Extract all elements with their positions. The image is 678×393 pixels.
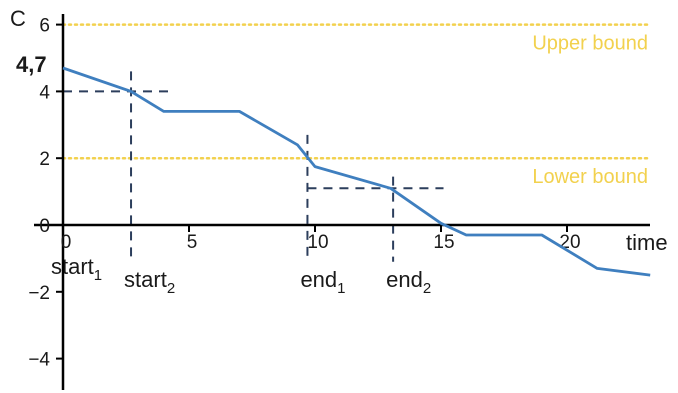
value-annotation: 4,7 bbox=[16, 52, 47, 77]
start-2-label: start2 bbox=[124, 267, 175, 297]
y-axis-title: C bbox=[10, 6, 26, 31]
y-tick-label: 6 bbox=[39, 16, 50, 37]
y-tick-label: 0 bbox=[39, 216, 50, 237]
x-tick-label: 0 bbox=[61, 232, 72, 253]
markers-layer: start2 end1 end2 start1 bbox=[51, 71, 444, 297]
end-1-label: end1 bbox=[300, 267, 345, 297]
series-line bbox=[62, 66, 651, 277]
bounds-layer: Upper bound Lower bound bbox=[61, 23, 652, 188]
upper-bound-label: Upper bound bbox=[532, 33, 648, 55]
x-tick-label: 15 bbox=[433, 232, 454, 253]
y-tick-label: −4 bbox=[28, 350, 50, 371]
x-tick-label: 20 bbox=[559, 232, 580, 253]
y-tick-label: −2 bbox=[28, 283, 50, 304]
labels-layer: C time 4,7 bbox=[10, 6, 668, 255]
series-layer bbox=[62, 66, 651, 277]
y-tick-label: 4 bbox=[39, 82, 50, 103]
y-tick-label: 2 bbox=[39, 149, 50, 170]
start-1-label: start1 bbox=[51, 254, 102, 284]
x-tick-label: 5 bbox=[187, 232, 198, 253]
x-tick-label: 10 bbox=[307, 232, 328, 253]
lower-bound-label: Lower bound bbox=[532, 166, 648, 188]
x-axis-title: time bbox=[626, 230, 668, 255]
end-2-label: end2 bbox=[386, 267, 431, 297]
axes-layer bbox=[34, 14, 650, 390]
